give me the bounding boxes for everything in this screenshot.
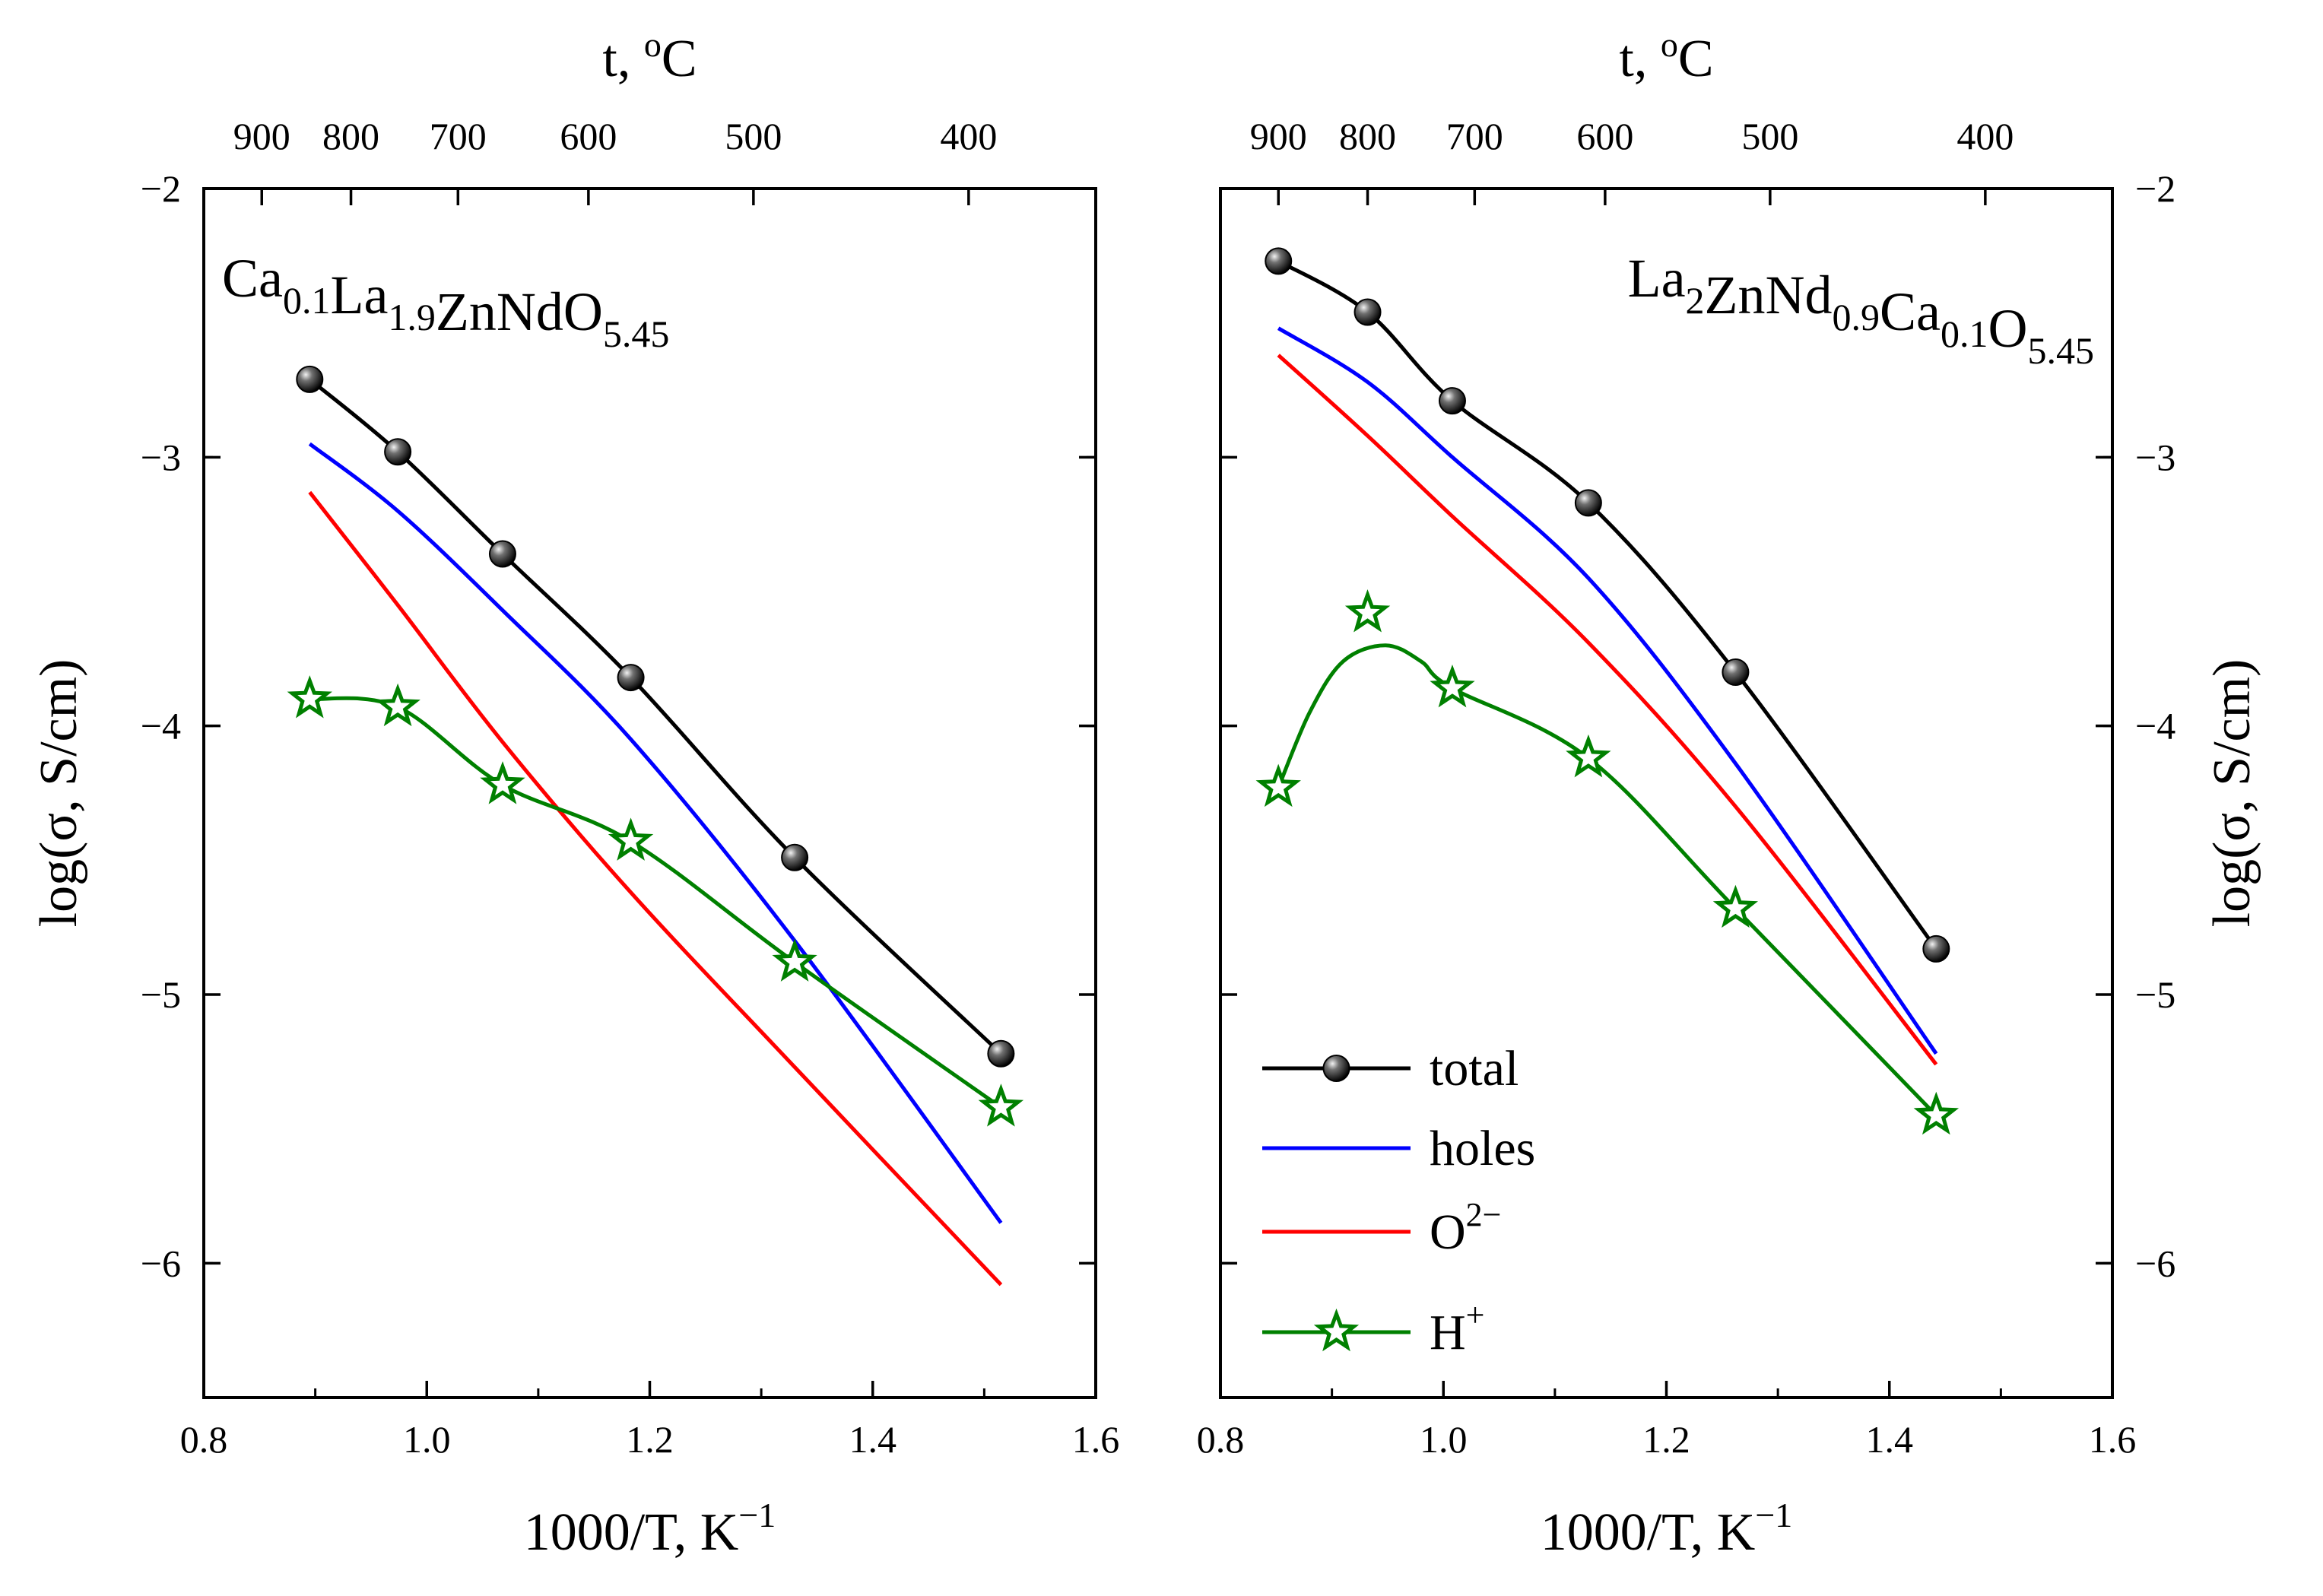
top-tick-label: 700 <box>430 115 487 157</box>
series-line-proton <box>1276 643 1938 1117</box>
data-point-total <box>617 664 645 692</box>
x-tick-label: 0.8 <box>1197 1418 1245 1461</box>
data-point-proton <box>1566 734 1611 778</box>
top-tick-label: 600 <box>1576 115 1633 157</box>
x-axis-title: 1000/T, K−1 <box>524 1496 776 1562</box>
chart-panel-right: 0.8 1.0 1.2 1.4 1.6 −2 −3 −4 −5 −6 900 800 700 600 500… <box>1197 25 2261 1562</box>
series-line-total <box>1277 259 1938 950</box>
y-tick-label: −3 <box>141 436 181 478</box>
x-tick-label: 1.2 <box>626 1418 674 1461</box>
top-tick-label: 800 <box>322 115 379 157</box>
top-tick-label: 800 <box>1339 115 1396 157</box>
data-point-total <box>296 365 324 393</box>
y-tick-label: −3 <box>2135 436 2175 478</box>
data-point-total <box>1438 387 1466 415</box>
data-point-proton <box>1255 763 1301 808</box>
top-axis-title: t, oC <box>602 25 697 88</box>
top-tick-label: 400 <box>940 115 997 157</box>
x-tick-label: 1.0 <box>1420 1418 1468 1461</box>
data-point-total <box>1574 489 1602 517</box>
data-point-proton <box>608 817 654 861</box>
panel-label: Ca0.1La1.9ZnNdO5.45 <box>222 248 669 355</box>
series-line-holes <box>308 442 1003 1224</box>
series-line-proton <box>309 696 1002 1109</box>
y-tick-label: −2 <box>141 167 181 210</box>
data-point-proton <box>1344 589 1391 633</box>
x-axis-title: 1000/T, K−1 <box>1541 1496 1793 1562</box>
top-tick-label: 900 <box>233 115 290 157</box>
series-line-oxygen <box>308 490 1003 1287</box>
data-point-total <box>384 438 412 466</box>
y-axis-title: log(σ, S/cm) <box>30 659 88 928</box>
data-point-total <box>1922 934 1950 963</box>
data-point-proton <box>772 938 817 982</box>
series-line-oxygen <box>1277 354 1938 1066</box>
x-tick-label: 1.4 <box>1866 1418 1914 1461</box>
data-point-total <box>1265 247 1293 275</box>
top-tick-label: 700 <box>1446 115 1503 157</box>
chart-panel-left: 0.8 1.0 1.2 1.4 1.6 −2 −3 −4 −5 −6 900 800 700 600 500… <box>30 25 1119 1562</box>
x-tick-label: 1.2 <box>1642 1418 1690 1461</box>
y-tick-label: −5 <box>141 973 181 1016</box>
y-tick-label: −6 <box>2135 1242 2175 1284</box>
plot-frame <box>1219 187 2114 1399</box>
legend-marker-total <box>1322 1055 1350 1082</box>
legend-label-holes: holes <box>1430 1121 1535 1176</box>
y-tick-label: −2 <box>2135 167 2175 210</box>
top-tick-label: 500 <box>1741 115 1798 157</box>
data-point-proton <box>1712 884 1759 928</box>
x-tick-label: 1.6 <box>1072 1418 1120 1461</box>
data-point-total <box>1722 658 1750 686</box>
data-point-proton <box>1430 665 1475 708</box>
legend-label-proton: H+ <box>1430 1296 1485 1360</box>
data-point-proton <box>978 1084 1024 1127</box>
legend-label-total: total <box>1430 1041 1519 1096</box>
y-tick-label: −4 <box>141 705 181 747</box>
data-point-total <box>488 540 516 568</box>
legend-label-oxygen: O2− <box>1430 1196 1502 1260</box>
y-axis-title: log(σ, S/cm) <box>2203 659 2261 928</box>
data-point-total <box>1353 298 1382 326</box>
data-point-proton <box>480 761 525 804</box>
data-point-proton <box>1913 1091 1960 1135</box>
series-line-holes <box>1277 326 1938 1055</box>
y-tick-label: −5 <box>2135 973 2175 1016</box>
top-tick-label: 600 <box>560 115 617 157</box>
data-point-proton <box>287 675 332 719</box>
plot-frame <box>202 187 1097 1399</box>
y-tick-label: −4 <box>2135 705 2175 747</box>
legend-marker-proton <box>1313 1308 1360 1352</box>
x-tick-label: 0.8 <box>180 1418 228 1461</box>
x-tick-label: 1.4 <box>849 1418 897 1461</box>
top-tick-label: 500 <box>725 115 782 157</box>
panel-label: La2ZnNd0.9Ca0.1O5.45 <box>1628 248 2094 372</box>
top-axis-title: t, oC <box>1619 25 1713 88</box>
top-tick-label: 900 <box>1250 115 1307 157</box>
x-tick-label: 1.0 <box>403 1418 451 1461</box>
data-point-total <box>781 843 809 871</box>
legend: total holes O2− H+ <box>1262 1041 1535 1360</box>
y-tick-label: −6 <box>141 1242 181 1284</box>
data-point-proton <box>375 683 420 727</box>
top-tick-label: 400 <box>1956 115 2014 157</box>
data-point-total <box>987 1039 1015 1068</box>
x-tick-label: 1.6 <box>2089 1418 2137 1461</box>
